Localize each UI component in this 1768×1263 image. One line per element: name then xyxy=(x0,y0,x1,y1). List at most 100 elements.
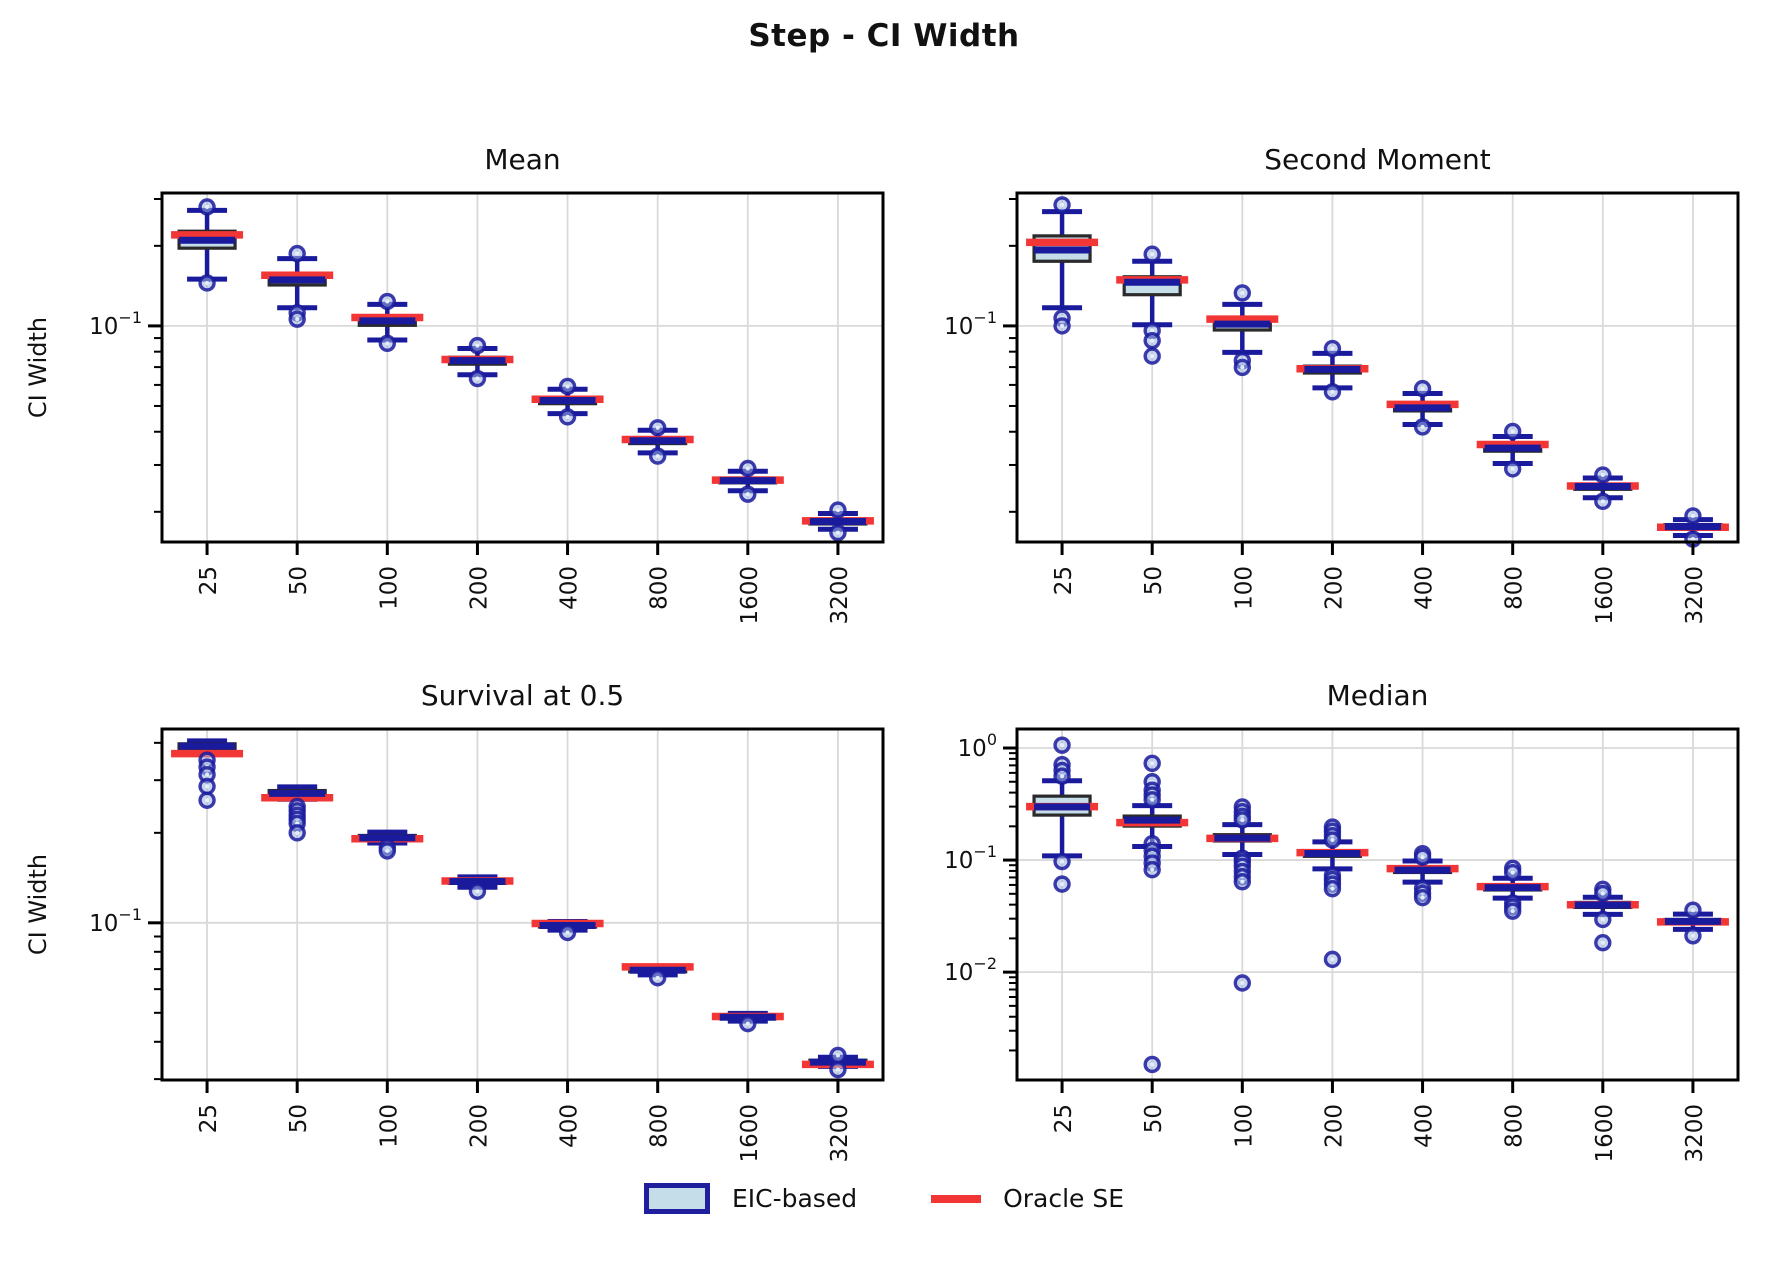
outlier-marker-core xyxy=(1150,252,1155,257)
y-axis-label: CI Width xyxy=(24,317,52,418)
outlier-marker-core xyxy=(1060,202,1065,207)
x-tick-label: 1600 xyxy=(737,1104,763,1163)
outlier-marker-core xyxy=(385,341,390,346)
outlier-marker-core xyxy=(835,1067,840,1072)
outlier-marker-core xyxy=(655,425,660,430)
oracle-line-swatch-icon xyxy=(931,1194,982,1203)
x-tick-label: 3200 xyxy=(1682,566,1708,625)
axes-frame xyxy=(160,191,885,544)
x-tick-label: 200 xyxy=(1321,566,1347,610)
outlier-marker-core xyxy=(1060,882,1065,887)
box-group-n200 xyxy=(1296,818,1369,969)
box-group-n100 xyxy=(351,292,424,353)
outlier-marker-core xyxy=(1600,940,1605,945)
axes-frame xyxy=(1015,727,1740,1082)
x-tick-label: 3200 xyxy=(1682,1104,1708,1163)
box-group-n1600 xyxy=(711,1010,784,1033)
box-group-n400 xyxy=(1386,844,1459,907)
x-tick-label: 100 xyxy=(1231,566,1257,610)
outlier-marker-core xyxy=(385,848,390,853)
x-tick-label: 800 xyxy=(1502,1104,1528,1148)
axes-frame xyxy=(160,727,885,1082)
outlier-marker-core xyxy=(205,772,210,777)
outlier-marker-core xyxy=(565,384,570,389)
box-group-n25 xyxy=(171,198,244,292)
x-tick-label: 50 xyxy=(286,1104,312,1133)
x-tick-label: 3200 xyxy=(827,1104,853,1163)
outlier-marker-core xyxy=(295,830,300,835)
gridlines xyxy=(162,193,883,542)
box-group-n25 xyxy=(171,738,244,809)
outlier-marker-core xyxy=(1150,1062,1155,1067)
box-group-n1600 xyxy=(1566,466,1639,511)
box-group-n25 xyxy=(1026,196,1099,335)
panel-median: 10−2 10−1 100 25 50 100 200 400 800 1600 3200 Media… xyxy=(944,679,1740,1163)
outlier-marker-core xyxy=(205,280,210,285)
x-tick-label: 25 xyxy=(196,1104,222,1133)
x-tick-label: 25 xyxy=(196,566,222,595)
box-group-n1600 xyxy=(1566,880,1639,952)
y-tick-label: 10−1 xyxy=(944,842,997,874)
outlier-marker-core xyxy=(745,492,750,497)
panel-title-survival: Survival at 0.5 xyxy=(421,679,624,712)
outlier-marker-core xyxy=(1240,980,1245,985)
box-group-n3200 xyxy=(801,501,874,542)
outlier-marker-core xyxy=(1330,957,1335,962)
x-tick-label: 50 xyxy=(1141,566,1167,595)
box-group-n50 xyxy=(261,244,334,328)
x-tick-label: 200 xyxy=(466,1104,492,1148)
outlier-marker-core xyxy=(1600,499,1605,504)
outlier-marker-core xyxy=(1690,933,1695,938)
outlier-marker-core xyxy=(205,798,210,803)
outlier-marker-core xyxy=(1330,389,1335,394)
x-tick-label: 400 xyxy=(557,1104,583,1148)
outlier-marker-core xyxy=(1330,886,1335,891)
axes-frame xyxy=(1015,191,1740,544)
gridlines xyxy=(1017,729,1738,1080)
box-group-n200 xyxy=(441,336,514,388)
x-tick-label: 25 xyxy=(1051,566,1077,595)
outlier-marker-core xyxy=(1330,838,1335,843)
box-group-n800 xyxy=(1476,859,1549,920)
y-axis-label: CI Width xyxy=(24,854,52,955)
legend-item-eic: EIC-based xyxy=(643,1183,857,1214)
x-tick-label: 3200 xyxy=(827,566,853,625)
y-tick-label: 100 xyxy=(958,730,997,762)
panel-title-second-moment: Second Moment xyxy=(1264,143,1490,176)
x-tick-label: 25 xyxy=(1051,1104,1077,1133)
box-group-n200 xyxy=(1296,339,1369,401)
x-tick-label: 100 xyxy=(376,566,402,610)
x-tick-label: 400 xyxy=(1412,1104,1438,1148)
x-tick-label: 200 xyxy=(1321,1104,1347,1148)
x-tick-label: 50 xyxy=(1141,1104,1167,1133)
outlier-marker-core xyxy=(1240,817,1245,822)
gridlines xyxy=(162,729,883,1080)
outlier-marker-core xyxy=(1240,879,1245,884)
outlier-marker-core xyxy=(1330,346,1335,351)
outlier-marker-core xyxy=(1060,323,1065,328)
outlier-marker-core xyxy=(1150,328,1155,333)
outlier-marker-core xyxy=(1690,537,1695,542)
outlier-marker-core xyxy=(1420,424,1425,429)
outlier-marker-core xyxy=(1420,895,1425,900)
y-tick-label: 10−2 xyxy=(944,954,997,986)
outlier-marker-core xyxy=(295,251,300,256)
box-group-n400 xyxy=(531,919,604,942)
box-group-n3200 xyxy=(1656,901,1729,945)
box-group-n50 xyxy=(1116,754,1189,1074)
box-group-n800 xyxy=(621,419,694,465)
box-group-n800 xyxy=(621,963,694,987)
outlier-marker-core xyxy=(1060,743,1065,748)
axis-ticks: 10−2 10−1 100 25 50 100 200 400 800 1600 3200 xyxy=(944,730,1708,1163)
panel-mean: 10−1 25 50 100 200 400 800 1600 3200 Mean CI Width xyxy=(24,143,885,625)
outlier-marker-core xyxy=(655,454,660,459)
panel-title-mean: Mean xyxy=(484,143,560,176)
axis-ticks: 10−1 25 50 100 200 400 800 1600 3200 xyxy=(89,741,853,1163)
outlier-marker-core xyxy=(1060,774,1065,779)
figure-legend: EIC-based Oracle SE xyxy=(0,1183,1768,1214)
outlier-marker-core xyxy=(1600,473,1605,478)
outlier-marker-core xyxy=(745,1021,750,1026)
outlier-marker-core xyxy=(1510,909,1515,914)
x-tick-label: 400 xyxy=(1412,566,1438,610)
